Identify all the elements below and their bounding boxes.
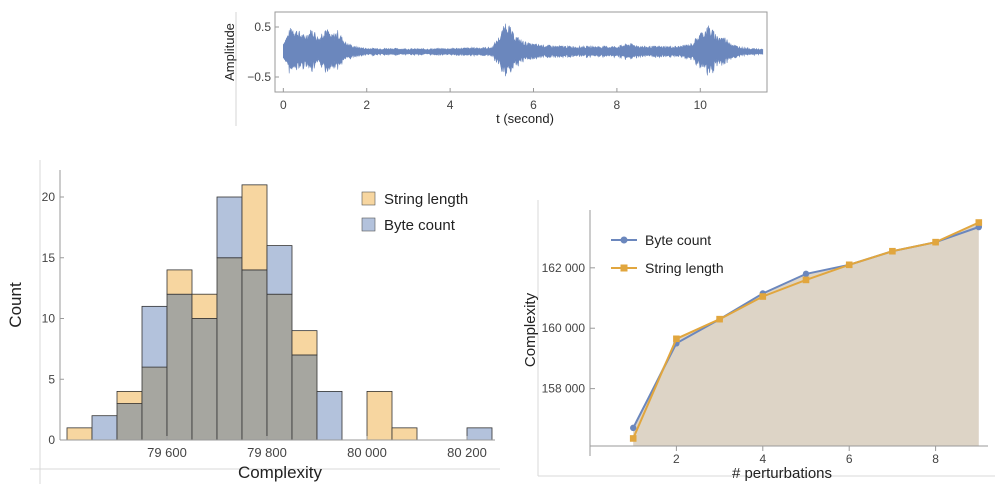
perturb-ytick-label: 162 000 [542, 261, 586, 275]
perturb-ytick-label: 158 000 [542, 382, 586, 396]
perturb-point-string-length [716, 315, 723, 323]
histogram-bar-string-length [66, 427, 93, 441]
waveform-ticks: 0 2 4 6 8 10 0.5 −0.5 [247, 20, 707, 112]
perturb-xlabel: # perturbations [732, 465, 832, 482]
waveform-envelope [283, 23, 764, 77]
histogram-xtick-label: 79 600 [147, 445, 187, 460]
waveform-series [283, 23, 764, 77]
perturb-point-byte-count [802, 270, 810, 278]
perturb-ticks: 2 4 6 8 158 000 160 000 162 000 [542, 261, 940, 466]
waveform-chart: 0 2 4 6 8 10 0.5 −0.5 Amplitude t (second) [222, 11, 768, 126]
waveform-xtick-label: 2 [363, 98, 370, 112]
histogram-bar-byte-count [216, 196, 243, 259]
waveform-ytick-label: 0.5 [254, 20, 271, 34]
waveform-xtick-label: 10 [694, 98, 708, 112]
histogram-bar-byte-count [91, 415, 118, 441]
histogram-bar-overlap [191, 318, 218, 441]
waveform-xtick-label: 0 [280, 98, 287, 112]
perturb-xtick-label: 8 [932, 452, 939, 466]
histogram-ytick-label: 10 [42, 312, 56, 326]
perturb-point-string-length [629, 435, 637, 442]
perturb-ylabel: Complexity [522, 292, 539, 367]
waveform-xtick-label: 6 [530, 98, 537, 112]
legend-marker-byte-count [620, 236, 628, 244]
perturb-xtick-label: 2 [673, 452, 680, 466]
histogram-bar-string-length [391, 427, 418, 441]
perturb-point-string-length [759, 293, 767, 300]
histogram-ytick-label: 20 [42, 190, 56, 204]
perturbation-chart: 2 4 6 8 158 000 160 000 162 000 Complexity # p… [522, 200, 995, 482]
histogram-bar-overlap [216, 257, 243, 441]
histogram-ytick-label: 0 [48, 433, 55, 447]
histogram-bar-string-length [366, 390, 393, 441]
histogram-xlabel: Complexity [238, 463, 323, 482]
legend-swatch-string-length [361, 191, 376, 206]
waveform-xlabel: t (second) [496, 111, 554, 126]
histogram-bar-byte-count [316, 390, 343, 441]
histogram-xtick-label: 79 800 [247, 445, 287, 460]
histogram-bar-byte-count [466, 427, 493, 441]
histogram-ytick-label: 5 [48, 372, 55, 386]
histogram-chart: 79 600 79 800 80 000 80 200 0 5 10 15 20 Count C… [6, 160, 500, 484]
perturb-legend: Byte count String length [611, 232, 724, 276]
legend-label-byte-count: Byte count [384, 217, 456, 234]
histogram-ticks: 79 600 79 800 80 000 80 200 0 5 10 15 20 [42, 190, 487, 460]
histogram-bar-byte-count [266, 245, 293, 295]
histogram-bar-overlap [166, 293, 193, 441]
legend-label-byte-count-2: Byte count [645, 232, 711, 248]
histogram-bar-string-length [291, 330, 318, 356]
perturb-series [629, 219, 983, 442]
perturb-point-string-length [673, 335, 680, 343]
histogram-ytick-label: 15 [42, 251, 56, 265]
histogram-ylabel: Count [6, 282, 25, 328]
legend-label-string-length: String length [384, 191, 468, 208]
waveform-ytick-label: −0.5 [247, 70, 271, 84]
waveform-frame [274, 11, 768, 93]
histogram-xtick-label: 80 200 [447, 445, 487, 460]
histogram-bar-string-length [241, 184, 268, 271]
legend-swatch-byte-count [361, 217, 376, 232]
waveform-xtick-label: 4 [447, 98, 454, 112]
histogram-bar-overlap [241, 269, 268, 441]
histogram-bar-overlap [291, 354, 318, 441]
histogram-bar-string-length [191, 293, 218, 319]
perturb-xtick-label: 4 [759, 452, 766, 466]
histogram-xtick-label: 80 000 [347, 445, 387, 460]
histogram-bar-overlap [116, 403, 143, 441]
perturb-point-string-length [802, 276, 810, 284]
histogram-legend: String length Byte count [361, 191, 468, 234]
perturb-area-fill [633, 222, 979, 446]
waveform-xtick-label: 8 [614, 98, 621, 112]
perturb-point-string-length [932, 238, 939, 246]
perturb-point-byte-count [630, 424, 637, 432]
histogram-bar-overlap [266, 293, 293, 441]
histogram-bar-overlap [141, 366, 168, 441]
perturb-ytick-label: 160 000 [542, 321, 586, 335]
histogram-bar-string-length [166, 269, 193, 295]
legend-marker-string-length [620, 264, 628, 272]
waveform-ylabel: Amplitude [222, 23, 237, 81]
histogram-bar-string-length [116, 390, 143, 404]
perturb-point-string-length [889, 247, 896, 255]
perturb-point-string-length [975, 219, 983, 226]
perturb-point-string-length [845, 261, 853, 269]
perturb-xtick-label: 6 [846, 452, 853, 466]
legend-label-string-length-2: String length [645, 260, 724, 276]
histogram-bar-byte-count [141, 305, 168, 368]
